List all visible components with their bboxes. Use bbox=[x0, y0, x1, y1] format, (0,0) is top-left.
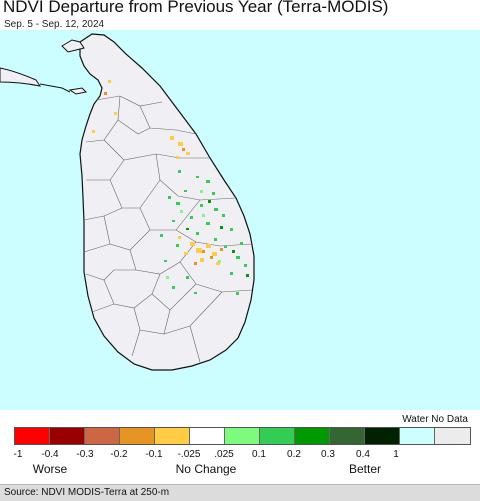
sri-lanka-landmass bbox=[79, 33, 255, 371]
negative-anomaly-pixels bbox=[92, 80, 220, 265]
legend-swatch bbox=[330, 428, 365, 444]
map-svg bbox=[0, 30, 480, 410]
source-footer: Source: NDVI MODIS-Terra at 250-m bbox=[0, 484, 480, 501]
source-text: Source: NDVI MODIS-Terra at 250-m bbox=[4, 487, 170, 498]
legend-swatch bbox=[260, 428, 295, 444]
strong-positive-anomaly-pixels bbox=[186, 200, 249, 277]
legend-water-no-data-label: Water No Data bbox=[402, 414, 468, 425]
legend-tick-label: 0.3 bbox=[321, 449, 335, 460]
legend-category-no-change: No Change bbox=[175, 462, 237, 476]
legend-tick-label: 0.1 bbox=[252, 449, 266, 460]
map-title: NDVI Departure from Previous Year (Terra… bbox=[3, 0, 389, 16]
legend-tick-label: 1 bbox=[393, 449, 399, 460]
legend-tick-label: -0.2 bbox=[110, 449, 128, 460]
legend-swatch bbox=[85, 428, 120, 444]
legend-tick-label: -1 bbox=[13, 449, 23, 460]
legend-category-worse: Worse bbox=[32, 462, 68, 476]
map-area[interactable] bbox=[0, 30, 480, 410]
mannar-island bbox=[68, 87, 88, 95]
legend-swatch bbox=[155, 428, 190, 444]
district-boundaries bbox=[83, 95, 253, 363]
legend-swatch bbox=[365, 428, 400, 444]
legend-swatch bbox=[295, 428, 330, 444]
legend-swatch bbox=[435, 428, 470, 444]
positive-anomaly-pixels bbox=[160, 170, 247, 295]
adams-bridge bbox=[39, 83, 71, 93]
legend-tick-label: 0.4 bbox=[356, 449, 370, 460]
light-positive-anomaly-pixels bbox=[166, 190, 221, 279]
legend-tick-label: 0.2 bbox=[287, 449, 301, 460]
legend-tick-label: .025 bbox=[214, 449, 234, 460]
moderate-negative-anomaly-pixels bbox=[104, 92, 223, 265]
jaffna-peninsula bbox=[61, 39, 85, 53]
legend-swatch bbox=[190, 428, 225, 444]
date-range: Sep. 5 - Sep. 12, 2024 bbox=[4, 19, 105, 30]
india-coast bbox=[0, 67, 42, 87]
legend-swatch bbox=[15, 428, 50, 444]
legend-swatch bbox=[50, 428, 85, 444]
legend-tick-label: -0.1 bbox=[145, 449, 163, 460]
legend-swatch bbox=[225, 428, 260, 444]
legend-tick-label: -0.4 bbox=[41, 449, 59, 460]
legend-tick-label: -0.3 bbox=[76, 449, 94, 460]
legend-swatch bbox=[120, 428, 155, 444]
legend-category-better: Better bbox=[348, 462, 382, 476]
legend-swatch bbox=[400, 428, 435, 444]
legend-color-bar bbox=[14, 427, 471, 445]
legend-tick-label: -.025 bbox=[177, 449, 201, 460]
